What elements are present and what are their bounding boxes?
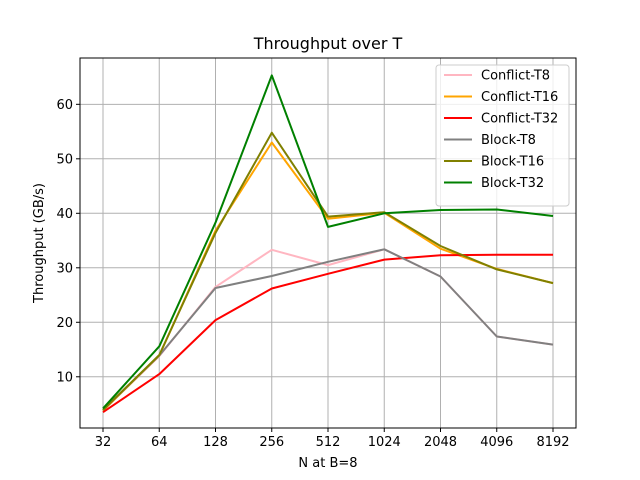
legend-label-block-t8: Block-T8 bbox=[481, 133, 536, 148]
x-tick-label: 128 bbox=[203, 435, 228, 450]
series-line-block-t32 bbox=[102, 74, 554, 410]
x-axis-label: N at B=8 bbox=[298, 456, 357, 471]
legend-label-conflict-t16: Conflict-T16 bbox=[481, 90, 558, 105]
x-tick-label: 4096 bbox=[480, 435, 513, 450]
x-tick-label: 512 bbox=[316, 435, 341, 450]
legend-label-conflict-t8: Conflict-T8 bbox=[481, 69, 550, 84]
y-tick-label: 40 bbox=[56, 207, 73, 222]
y-tick-label: 50 bbox=[56, 152, 73, 167]
x-tick-label: 32 bbox=[95, 435, 112, 450]
x-tick-label: 256 bbox=[259, 435, 284, 450]
series-line-block-t16 bbox=[102, 131, 554, 411]
y-tick-label: 30 bbox=[56, 261, 73, 276]
legend-box bbox=[435, 64, 570, 207]
y-tick-label: 20 bbox=[56, 316, 73, 331]
x-tick-label: 2048 bbox=[424, 435, 457, 450]
axis-ticks: 32 64 128 256 512 1024 2048 4096 8192 10 20 30 40 50 6… bbox=[56, 98, 569, 450]
series-lines bbox=[102, 74, 554, 414]
x-tick-label: 64 bbox=[151, 435, 168, 450]
y-axis-label: Throughput (GB/s) bbox=[32, 183, 47, 304]
legend: Conflict-T8 Conflict-T16 Conflict-T32 Block… bbox=[435, 64, 570, 207]
y-tick-label: 10 bbox=[56, 370, 73, 385]
x-tick-label: 8192 bbox=[536, 435, 569, 450]
x-tick-label: 1024 bbox=[368, 435, 401, 450]
legend-label-block-t32: Block-T32 bbox=[481, 176, 544, 191]
legend-label-conflict-t32: Conflict-T32 bbox=[481, 112, 558, 127]
legend-label-block-t16: Block-T16 bbox=[481, 155, 544, 170]
chart-title: Throughput over T bbox=[253, 34, 403, 53]
series-line-conflict-t32 bbox=[102, 253, 553, 414]
y-tick-label: 60 bbox=[56, 98, 73, 113]
series-line-block-t8 bbox=[102, 248, 554, 411]
